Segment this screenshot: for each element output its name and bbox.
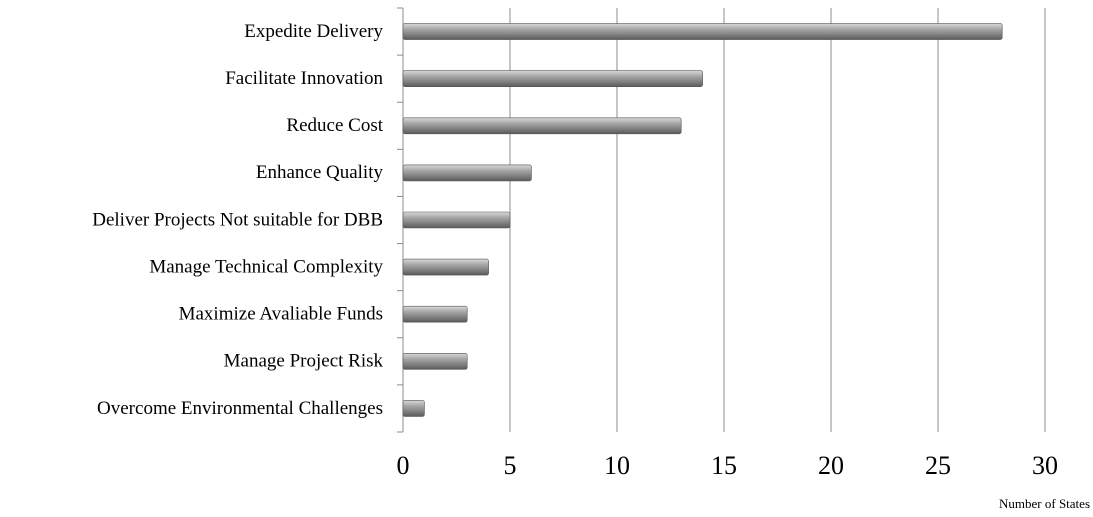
y-tick-label: Enhance Quality (256, 162, 384, 183)
x-tick-label: 20 (818, 451, 844, 480)
x-axis-label: Number of States (999, 496, 1090, 511)
bar (402, 23, 1003, 40)
y-tick-label: Overcome Environmental Challenges (97, 398, 383, 419)
bar (402, 70, 703, 87)
x-tick-label: 15 (711, 451, 737, 480)
x-tick-label: 25 (925, 451, 951, 480)
y-tick-label: Manage Technical Complexity (149, 256, 383, 277)
bar (402, 117, 682, 135)
x-tick-label: 5 (504, 451, 517, 480)
bar (402, 211, 511, 229)
bar (402, 164, 532, 182)
x-tick-label: 10 (604, 451, 630, 480)
y-tick-label: Maximize Avaliable Funds (179, 304, 383, 325)
y-tick-label: Reduce Cost (286, 115, 383, 136)
bar (402, 258, 489, 276)
y-tick-label: Expedite Delivery (244, 21, 383, 42)
y-tick-label: Facilitate Innovation (225, 68, 383, 89)
bar (402, 400, 425, 417)
x-tick-label: 30 (1032, 451, 1058, 480)
x-tick-label: 0 (397, 451, 410, 480)
y-tick-label: Deliver Projects Not suitable for DBB (92, 209, 383, 230)
bar (402, 353, 468, 370)
bar (402, 305, 468, 323)
y-tick-label: Manage Project Risk (224, 351, 384, 372)
